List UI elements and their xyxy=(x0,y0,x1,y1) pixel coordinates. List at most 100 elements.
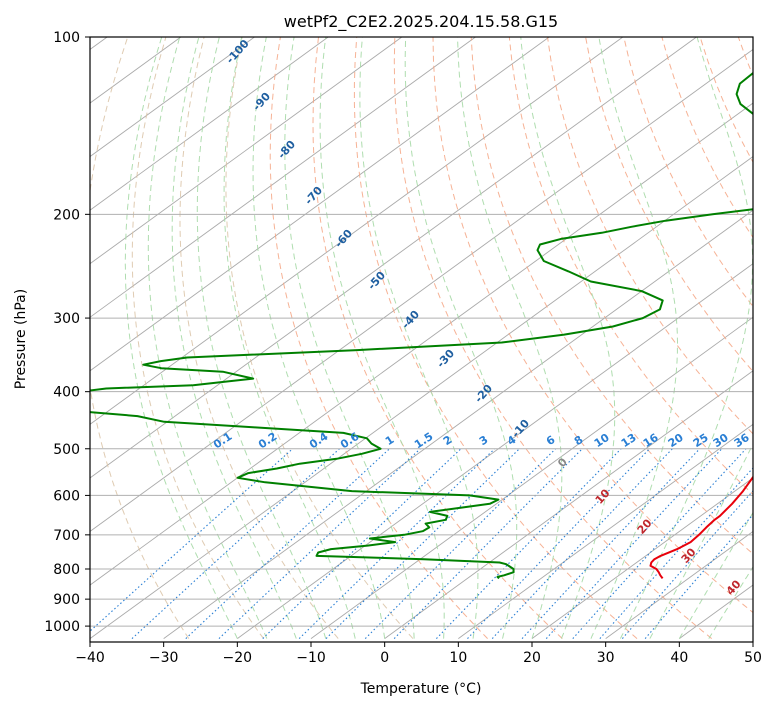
mixing-ratio-line xyxy=(644,513,753,639)
mixing-ratio-label: 10 xyxy=(592,431,612,450)
isotherm-label: -40 xyxy=(399,308,422,332)
moist-adiabat-line xyxy=(404,37,518,639)
mixing-ratio-line xyxy=(521,448,701,639)
moist-adiabat-line xyxy=(223,37,356,639)
mixing-ratio-line xyxy=(325,448,520,639)
moist-adiabat-line xyxy=(252,37,386,639)
mixing-ratio-line xyxy=(262,448,462,639)
mixing-ratio-label: 1.5 xyxy=(412,430,435,452)
mixing-ratio-line xyxy=(467,448,650,639)
mixing-ratio-label: 1 xyxy=(383,433,397,448)
y-tick-label: 600 xyxy=(53,488,80,504)
y-tick-label: 100 xyxy=(53,30,80,46)
moist-adiabat-line xyxy=(708,565,753,639)
dry-adiabat-line xyxy=(470,37,753,555)
moist-adiabat-line xyxy=(359,37,479,639)
mixing-ratio-label: 20 xyxy=(666,431,686,450)
background-lines xyxy=(90,37,753,640)
isotherm-line xyxy=(90,48,753,533)
x-tick-label: −30 xyxy=(149,650,179,666)
mixing-ratio-label: 36 xyxy=(732,431,752,450)
isotherm-line xyxy=(163,209,753,639)
isotherm-label: 10 xyxy=(593,486,613,506)
isotherm-line xyxy=(90,37,550,372)
dry-adiabat-line xyxy=(353,37,638,639)
mixing-ratio-line xyxy=(364,448,556,639)
moist-adiabat-line xyxy=(590,37,678,639)
isotherm-label: -70 xyxy=(302,184,325,208)
y-tick-label: 400 xyxy=(53,385,80,401)
isotherm-line xyxy=(679,584,753,639)
isotherm-label: 30 xyxy=(679,545,699,565)
y-tick-label: 700 xyxy=(53,528,80,544)
isotherm-line xyxy=(90,37,624,425)
y-tick-label: 500 xyxy=(53,442,80,458)
mixing-ratio-line xyxy=(131,448,340,640)
moist-adiabat-line xyxy=(284,37,415,639)
dry-adiabat-line xyxy=(393,37,713,639)
temperature-profile-line xyxy=(649,475,753,579)
moist-adiabat-line xyxy=(457,37,563,639)
y-tick-label: 200 xyxy=(53,207,80,223)
dry-adiabat-line xyxy=(269,37,488,639)
x-tick-label: 10 xyxy=(449,650,467,666)
isotherm-line xyxy=(90,37,403,265)
mixing-ratio-label: 16 xyxy=(641,431,661,450)
isotherm-label: 20 xyxy=(635,516,655,536)
dry-adiabat-line xyxy=(623,37,753,308)
y-tick-label: 900 xyxy=(53,592,80,608)
mixing-ratio-label: 25 xyxy=(691,431,711,450)
x-tick-label: −40 xyxy=(75,650,105,666)
y-axis-label: Pressure (hPa) xyxy=(13,289,29,389)
dry-adiabat-line xyxy=(585,37,753,373)
mixing-ratio-label: 0.2 xyxy=(256,430,279,452)
y-axis: 100 200 300 400 500 600 700 800 900 1000 xyxy=(44,30,90,635)
isotherm-label: -100 xyxy=(224,37,252,66)
mixing-ratio-line xyxy=(572,448,747,639)
moist-adiabat-line xyxy=(678,511,753,639)
isotherm-line xyxy=(90,37,329,211)
x-tick-label: 50 xyxy=(744,650,762,666)
dry-adiabat-line xyxy=(699,37,753,164)
isotherm-line xyxy=(458,423,753,639)
sounding-profiles xyxy=(90,71,753,580)
isotherm-line xyxy=(90,37,255,158)
isotherm-line xyxy=(752,638,753,639)
chart-title: wetPf2_C2E2.2025.204.15.58.G15 xyxy=(284,12,558,32)
mixing-ratio-label: 3 xyxy=(477,433,491,448)
mixing-ratio-line xyxy=(185,448,390,639)
plot-frame xyxy=(89,36,754,643)
mixing-ratio-label: 6 xyxy=(544,433,558,448)
isotherm-line xyxy=(90,37,476,318)
x-tick-label: 20 xyxy=(523,650,541,666)
isotherm-label: -30 xyxy=(434,347,457,371)
dry-adiabat-line xyxy=(90,37,190,639)
mixing-ratio-label: 2 xyxy=(441,433,455,448)
moist-adiabat-line xyxy=(124,37,238,639)
isotherm-label: 40 xyxy=(724,577,744,597)
dry-adiabat-line xyxy=(131,37,264,639)
isotherm-label: -60 xyxy=(332,227,355,251)
isotherm-line xyxy=(237,263,753,639)
dry-adiabat-line xyxy=(432,37,753,614)
moist-adiabat-line xyxy=(319,37,445,639)
x-axis-label: Temperature (°C) xyxy=(360,681,482,697)
mixing-ratio-line xyxy=(298,448,496,639)
isotherm-line xyxy=(90,37,697,479)
dry-adiabat-line xyxy=(547,37,753,435)
isotherm-label: -50 xyxy=(365,269,388,293)
mixing-ratio-line xyxy=(218,448,421,639)
moist-adiabat-line xyxy=(196,37,327,639)
isotherm-line xyxy=(384,370,753,639)
x-tick-label: 40 xyxy=(670,650,688,666)
moist-adiabat-line xyxy=(649,442,753,639)
dry-adiabat-line xyxy=(312,37,563,639)
dewpoint-profile-line xyxy=(90,71,753,580)
x-tick-label: 30 xyxy=(597,650,615,666)
mixing-ratio-label: 0.4 xyxy=(307,430,331,452)
isotherm-label: 0 xyxy=(555,455,570,470)
mixing-ratio-line xyxy=(599,467,753,639)
mixing-ratio-line xyxy=(393,448,583,639)
isotherm-line xyxy=(90,102,753,586)
